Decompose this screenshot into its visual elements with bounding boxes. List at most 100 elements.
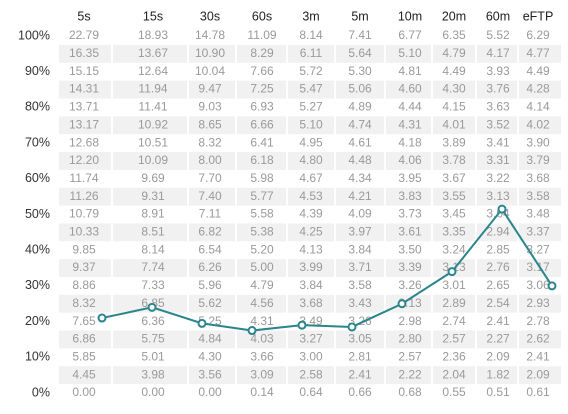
cell: 5.27 <box>299 100 323 114</box>
cell: 3.13 <box>486 189 510 203</box>
cell: 4.89 <box>348 100 372 114</box>
column-header: 10m <box>398 9 422 23</box>
cell: 3.99 <box>299 260 323 274</box>
column-header: 20m <box>442 9 466 23</box>
row-band <box>58 366 562 385</box>
cell: 10.92 <box>138 117 168 131</box>
percentile-point <box>197 318 207 328</box>
cell: 3.58 <box>526 189 550 203</box>
cell: 9.03 <box>198 100 222 114</box>
cell: 2.41 <box>348 367 372 381</box>
cell: 3.55 <box>442 189 466 203</box>
cell: 4.81 <box>398 64 422 78</box>
cell: 0.66 <box>348 385 372 399</box>
percentile-point <box>247 326 257 336</box>
cell: 8.86 <box>72 278 96 292</box>
cell: 4.28 <box>526 82 550 96</box>
cell: 4.49 <box>526 64 550 78</box>
cell: 15.15 <box>69 64 99 78</box>
cell: 4.45 <box>72 367 96 381</box>
row-label: 70% <box>25 135 50 149</box>
cell: 4.30 <box>198 349 222 363</box>
cell: 3.50 <box>398 242 422 256</box>
column-header: 5m <box>351 9 368 23</box>
cell: 3.05 <box>348 332 372 346</box>
cell: 9.47 <box>198 82 222 96</box>
cell: 5.06 <box>348 82 372 96</box>
cell: 3.26 <box>398 278 422 292</box>
cell: 2.65 <box>486 278 510 292</box>
cell: 3.66 <box>250 349 274 363</box>
cell: 2.22 <box>398 367 422 381</box>
cell: 0.00 <box>72 385 96 399</box>
row-band <box>58 294 562 313</box>
cell: 5.75 <box>141 332 165 346</box>
cell: 10.09 <box>138 153 168 167</box>
column-header: 60m <box>486 9 510 23</box>
cell: 5.64 <box>348 46 372 60</box>
cell: 4.80 <box>299 153 323 167</box>
cell: 14.78 <box>195 28 225 42</box>
column-header: 15s <box>143 9 163 23</box>
row-band <box>58 259 562 277</box>
cell: 11.94 <box>138 82 167 96</box>
cell: 4.01 <box>442 117 466 131</box>
cell: 3.52 <box>486 117 510 131</box>
cell: 2.41 <box>486 314 510 328</box>
cell: 4.44 <box>398 100 422 114</box>
cell: 3.00 <box>299 349 323 363</box>
cell: 2.09 <box>526 367 550 381</box>
cell: 6.93 <box>250 100 274 114</box>
cell: 10.33 <box>69 225 99 239</box>
cell: 3.39 <box>398 260 422 274</box>
row-label: 90% <box>25 64 50 78</box>
cell: 13.71 <box>69 100 99 114</box>
cell: 12.64 <box>138 64 168 78</box>
cell: 22.79 <box>69 28 99 42</box>
cell: 3.63 <box>486 100 510 114</box>
row-label: 80% <box>25 100 50 114</box>
cell: 14.31 <box>69 82 99 96</box>
cell: 11.26 <box>69 189 98 203</box>
cell: 4.79 <box>442 46 466 60</box>
percentile-point <box>297 320 307 330</box>
cell: 2.09 <box>486 349 510 363</box>
cell: 3.89 <box>442 135 466 149</box>
percentile-point <box>347 322 357 332</box>
cell: 3.78 <box>442 153 466 167</box>
cell: 3.35 <box>442 225 466 239</box>
row-label: 20% <box>25 314 50 328</box>
cell: 3.43 <box>348 296 372 310</box>
cell: 4.84 <box>198 332 222 346</box>
cell: 3.27 <box>526 242 550 256</box>
cell: 2.93 <box>526 296 550 310</box>
cell: 0.00 <box>198 385 222 399</box>
cell: 3.58 <box>348 278 372 292</box>
cell: 3.67 <box>442 171 466 185</box>
cell: 4.25 <box>299 225 323 239</box>
row-band <box>58 223 562 242</box>
cell: 7.66 <box>250 64 274 78</box>
cell: 4.56 <box>250 296 274 310</box>
cell: 3.73 <box>398 207 422 221</box>
cell: 5.10 <box>398 46 422 60</box>
cell: 4.77 <box>526 46 550 60</box>
cell: 6.66 <box>250 117 274 131</box>
cell: 2.81 <box>348 349 372 363</box>
cell: 2.58 <box>299 367 323 381</box>
cell: 3.76 <box>486 82 510 96</box>
cell: 8.32 <box>198 135 222 149</box>
cell: 6.54 <box>198 242 222 256</box>
cell: 3.06 <box>526 278 550 292</box>
cell: 4.95 <box>299 135 323 149</box>
cell: 3.31 <box>486 153 510 167</box>
cell: 9.37 <box>72 260 96 274</box>
row-band <box>58 44 562 63</box>
row-label: 40% <box>25 242 50 256</box>
cell: 11.09 <box>247 28 276 42</box>
cell: 3.84 <box>299 278 323 292</box>
row-label: 50% <box>25 207 50 221</box>
cell: 5.77 <box>250 189 274 203</box>
cell: 5.98 <box>250 171 274 185</box>
row-label: 30% <box>25 278 50 292</box>
